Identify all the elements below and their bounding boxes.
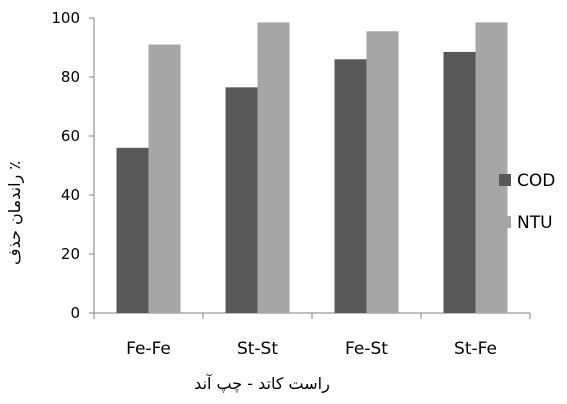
- x-category-label: St-Fe: [454, 339, 497, 359]
- bar-cod-fe-fe: [116, 147, 149, 313]
- y-tick-label: 0: [70, 304, 80, 322]
- legend-swatch-cod: [499, 174, 511, 186]
- bar-ntu-fe-fe: [148, 44, 181, 314]
- y-axis-title: راندمان حذف ٪: [5, 161, 25, 265]
- bars: [116, 22, 508, 314]
- bar-cod-st-fe: [443, 51, 476, 314]
- x-category-label: St-St: [237, 339, 278, 359]
- y-axis: 0 20 40 60 80 100: [51, 9, 95, 322]
- x-category-label: Fe-Fe: [126, 339, 171, 359]
- legend: COD NTU: [499, 171, 555, 233]
- x-axis: Fe-Fe St-St Fe-St St-Fe: [93, 312, 531, 359]
- y-tick-label: 80: [61, 68, 80, 86]
- bar-ntu-fe-st: [366, 31, 399, 314]
- bar-cod-fe-st: [334, 59, 367, 313]
- bar-cod-st-st: [225, 87, 258, 313]
- y-tick-label: 100: [51, 9, 80, 27]
- y-tick-label: 40: [61, 186, 80, 204]
- x-axis-title: راست کاتد - چپ آند: [194, 374, 330, 394]
- legend-swatch-ntu: [499, 216, 511, 228]
- x-ticks: Fe-Fe St-St Fe-St St-Fe: [93, 313, 531, 359]
- y-ticks: 0 20 40 60 80 100: [51, 9, 94, 322]
- legend-label-cod: COD: [517, 171, 555, 191]
- y-tick-label: 60: [61, 127, 80, 145]
- bar-ntu-st-fe: [475, 22, 508, 314]
- y-tick-label: 20: [61, 245, 80, 263]
- legend-label-ntu: NTU: [517, 213, 553, 233]
- x-category-label: Fe-St: [345, 339, 388, 359]
- bar-ntu-st-st: [257, 22, 290, 314]
